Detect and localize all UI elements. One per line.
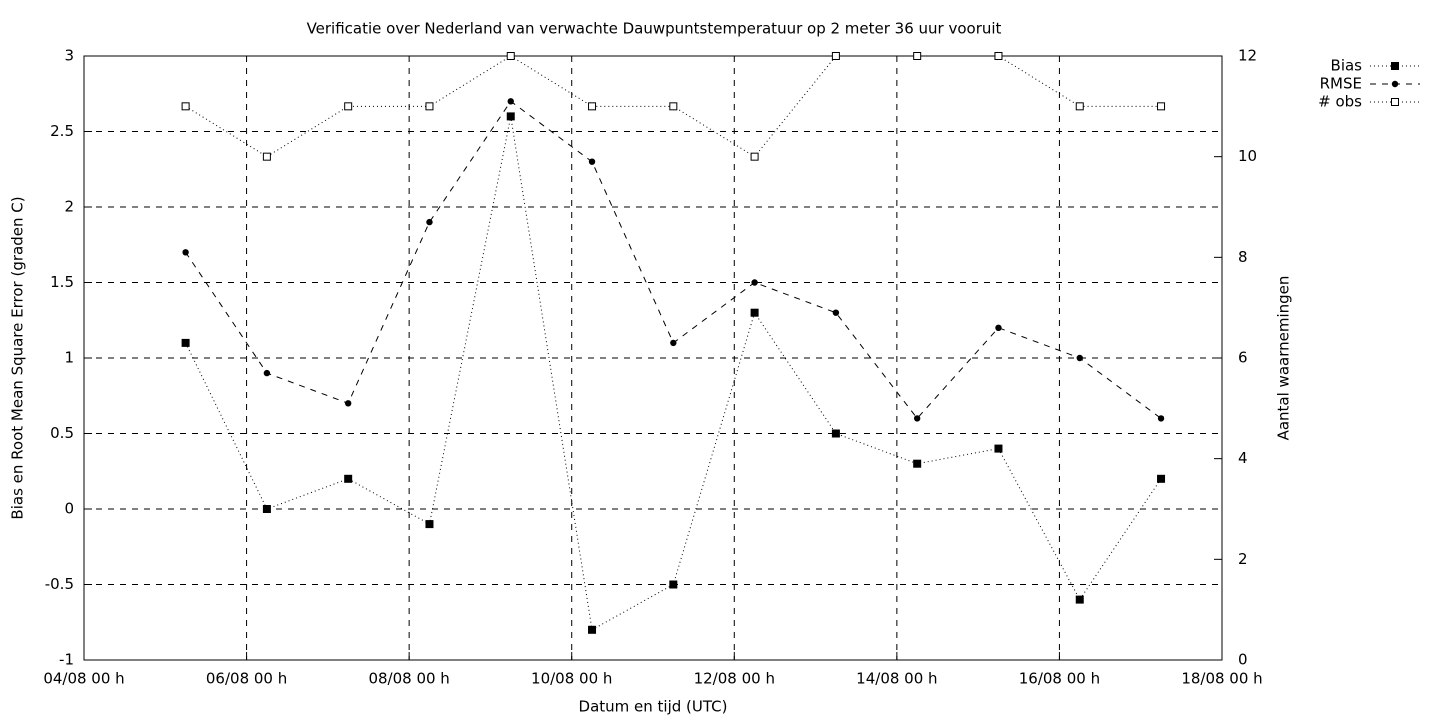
y2-axis-label: Aantal waarnemingen (1275, 276, 1293, 441)
point (913, 459, 922, 468)
point (262, 152, 271, 161)
y-tick-label: 1.5 (50, 273, 74, 291)
y-tick-label: 2 (64, 198, 74, 216)
y2-tick-label: 8 (1238, 248, 1248, 266)
y-tick-label: 0.5 (50, 424, 74, 442)
point (994, 444, 1003, 453)
x-tick-label: 10/08 00 h (531, 670, 612, 688)
point (425, 102, 434, 111)
x-axis-label: Datum en tijd (UTC) (579, 698, 728, 716)
point (669, 102, 678, 111)
point (831, 429, 840, 438)
point (1075, 595, 1084, 604)
y2-tick-label: 0 (1238, 651, 1248, 669)
x-tick-label: 06/08 00 h (206, 670, 287, 688)
y-tick-label: -0.5 (45, 575, 74, 593)
y2-tick-label: 4 (1238, 449, 1248, 467)
point (670, 339, 677, 347)
legend-label: Bias (1331, 57, 1363, 75)
point (995, 324, 1002, 331)
y2-tick-label: 10 (1238, 147, 1257, 165)
x-tick-label: 04/08 00 h (43, 670, 124, 688)
legend-marker (1391, 62, 1399, 70)
plot-frame (83, 55, 1223, 661)
point (913, 52, 922, 60)
y-tick-label: -1 (59, 651, 74, 669)
point (506, 52, 515, 60)
y-tick-label: 3 (64, 47, 74, 65)
x-tick-label: 14/08 00 h (856, 670, 937, 688)
point (913, 415, 921, 422)
point (182, 249, 189, 256)
point (1076, 354, 1083, 362)
point (831, 52, 840, 60)
point (1075, 102, 1084, 111)
point (588, 158, 596, 165)
y2-tick-label: 6 (1238, 349, 1248, 367)
y-tick-label: 2.5 (50, 122, 74, 140)
legend-label: # obs (1318, 93, 1362, 111)
point (588, 625, 597, 634)
x-tick-label: 08/08 00 h (368, 670, 449, 688)
point (750, 308, 759, 317)
point (1157, 474, 1166, 483)
point (1157, 415, 1165, 422)
y-axis-label: Bias en Root Mean Square Error (graden C… (9, 196, 27, 519)
chart-title: Verificatie over Nederland van verwachte… (307, 20, 1002, 38)
point (344, 400, 352, 407)
y-tick-label: 1 (64, 349, 74, 367)
point (426, 218, 433, 226)
point (181, 102, 190, 111)
point (181, 338, 190, 347)
point (669, 580, 678, 589)
point (344, 102, 353, 111)
point (506, 112, 515, 121)
x-tick-label: 18/08 00 h (1181, 670, 1262, 688)
point (262, 505, 271, 513)
point (1157, 102, 1166, 111)
point (750, 152, 759, 161)
point (751, 279, 758, 286)
x-tick-label: 16/08 00 h (1019, 670, 1100, 688)
point (507, 98, 514, 105)
x-tick-label: 12/08 00 h (694, 670, 775, 688)
y2-tick-label: 12 (1238, 47, 1257, 65)
point (344, 474, 353, 483)
point (994, 52, 1003, 60)
series-line (185, 116, 1162, 631)
y2-tick-label: 2 (1238, 550, 1248, 568)
point (832, 309, 840, 316)
legend-label: RMSE (1320, 75, 1362, 93)
point (263, 369, 271, 377)
series-line (185, 100, 1162, 420)
legend-marker (1391, 80, 1399, 88)
point (588, 102, 597, 111)
point (425, 520, 434, 529)
legend-marker (1391, 98, 1399, 106)
y-tick-label: 0 (64, 500, 74, 518)
